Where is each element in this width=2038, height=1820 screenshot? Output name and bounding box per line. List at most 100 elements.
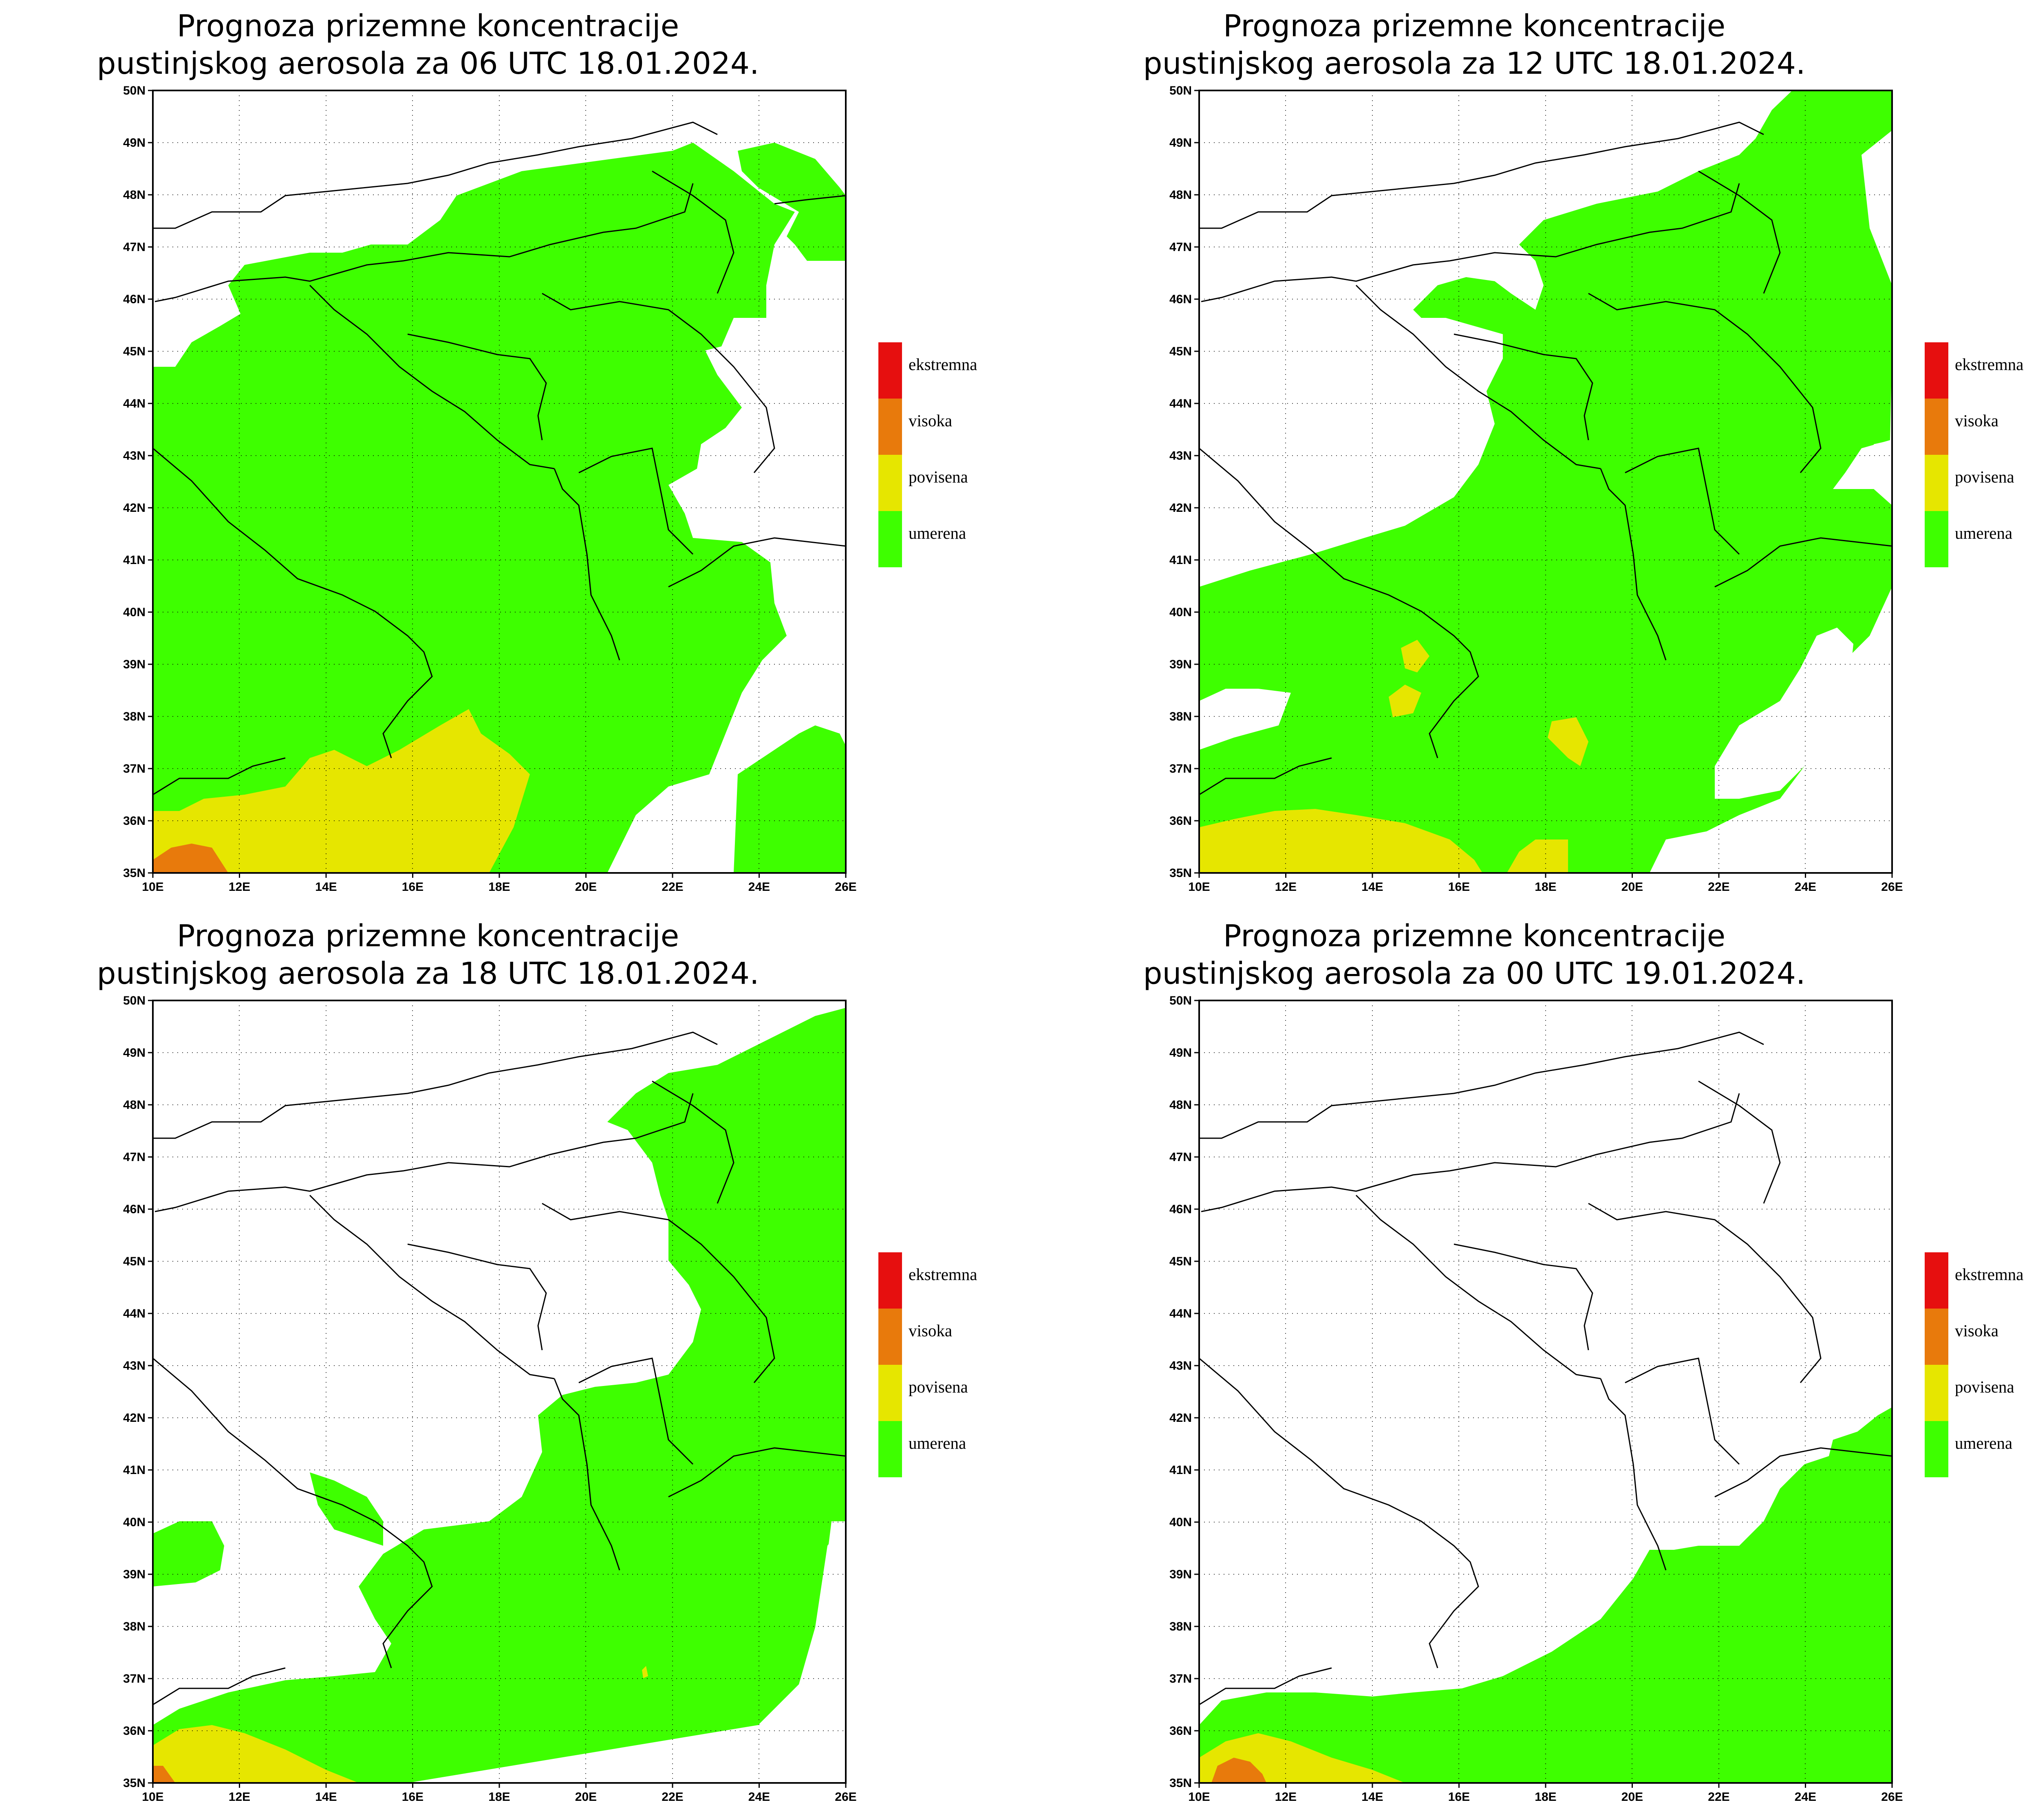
blank-area	[1715, 628, 1853, 799]
y-tick-label: 42N	[1169, 1411, 1192, 1425]
legend-label: ekstremna	[909, 1265, 977, 1284]
legend-swatch	[1925, 1421, 1948, 1477]
x-axis-ticks: 10E 12E 14E 16E 18E 20E 22E 24E 26E	[1188, 873, 1903, 894]
x-tick-label: 24E	[1795, 880, 1816, 894]
y-tick-label: 36N	[1169, 814, 1192, 828]
y-tick-label: 44N	[123, 397, 146, 410]
legend-label: povisena	[1955, 467, 2014, 486]
y-tick-label: 46N	[123, 293, 146, 306]
legend-label: umerena	[909, 1434, 966, 1452]
legend-label: visoka	[1955, 411, 1998, 430]
gridlines	[153, 90, 846, 873]
y-tick-label: 48N	[1169, 188, 1192, 202]
y-axis-ticks: 35N 36N 37N 38N 39N 40N 41N 42N 43N 44N 45N 46N 47N 4…	[1169, 994, 1199, 1790]
y-axis-ticks: 35N 36N 37N 38N 39N 40N 41N 42N 43N 44N 45N 46N 47N 4…	[1169, 84, 1199, 880]
country-borders	[153, 1031, 846, 1705]
y-tick-label: 45N	[1169, 1255, 1192, 1268]
x-axis-ticks: 10E 12E 14E 16E 18E 20E 22E 24E 26E	[1188, 1783, 1903, 1804]
country-borders	[153, 121, 846, 795]
x-tick-label: 22E	[662, 880, 683, 894]
y-tick-label: 41N	[123, 1463, 146, 1477]
legend: ekstremna visoka povisena umerena	[878, 342, 977, 567]
x-tick-label: 20E	[575, 1790, 597, 1804]
y-tick-label: 37N	[123, 1672, 146, 1686]
y-tick-label: 36N	[123, 1724, 146, 1738]
y-tick-label: 40N	[1169, 606, 1192, 619]
legend-label: povisena	[1955, 1377, 2014, 1396]
x-tick-label: 16E	[402, 1790, 423, 1804]
y-tick-label: 44N	[1169, 397, 1192, 410]
y-tick-label: 35N	[123, 1776, 146, 1790]
y-tick-label: 36N	[123, 814, 146, 828]
y-tick-label: 44N	[1169, 1307, 1192, 1320]
x-tick-label: 24E	[748, 1790, 770, 1804]
x-tick-label: 18E	[488, 1790, 510, 1804]
gridlines	[1199, 1000, 1892, 1783]
x-tick-label: 12E	[1275, 880, 1297, 894]
povisena-area	[642, 1666, 648, 1678]
y-tick-label: 44N	[123, 1307, 146, 1320]
x-tick-label: 18E	[488, 880, 510, 894]
gridlines	[153, 1000, 846, 1783]
povisena-area	[153, 709, 530, 873]
x-tick-label: 26E	[1881, 1790, 1903, 1804]
y-tick-label: 46N	[123, 1203, 146, 1216]
y-tick-label: 46N	[1169, 1203, 1192, 1216]
title-line-2: pustinjskog aerosola za 12 UTC 18.01.202…	[1143, 46, 1806, 81]
y-tick-label: 39N	[1169, 1568, 1192, 1581]
country-borders	[1199, 121, 1892, 795]
y-tick-label: 42N	[1169, 501, 1192, 515]
legend-swatch	[878, 1421, 902, 1477]
y-tick-label: 48N	[1169, 1098, 1192, 1112]
y-tick-label: 35N	[1169, 1776, 1192, 1790]
legend-swatch	[878, 1365, 902, 1421]
x-tick-label: 16E	[1448, 880, 1470, 894]
legend-swatch	[878, 342, 902, 399]
blank-area	[1199, 689, 1291, 750]
x-tick-label: 16E	[1448, 1790, 1470, 1804]
y-tick-label: 47N	[123, 240, 146, 254]
title-line-1: Prognoza prizemne koncentracije	[176, 919, 679, 954]
povisena-area	[1548, 717, 1588, 766]
legend-swatch	[1925, 399, 1948, 455]
y-tick-label: 43N	[123, 1359, 146, 1373]
y-tick-label: 41N	[123, 553, 146, 567]
legend-label: ekstremna	[1955, 1265, 2023, 1284]
title-line-2: pustinjskog aerosola za 00 UTC 19.01.202…	[1143, 956, 1806, 991]
visoka-area	[153, 844, 228, 873]
y-tick-label: 40N	[123, 1516, 146, 1529]
legend-swatch	[878, 399, 902, 455]
legend-label: visoka	[1955, 1321, 1998, 1340]
y-tick-label: 37N	[1169, 762, 1192, 776]
x-tick-label: 10E	[1188, 1790, 1210, 1804]
legend-label: povisena	[909, 1377, 968, 1396]
country-borders	[1199, 1031, 1892, 1705]
title-line-1: Prognoza prizemne koncentracije	[1223, 919, 1726, 954]
legend-swatch	[1925, 1365, 1948, 1421]
legend-swatch	[1925, 342, 1948, 399]
y-axis-ticks: 35N 36N 37N 38N 39N 40N 41N 42N 43N 44N 45N 46N 47N 4…	[123, 84, 153, 880]
legend-label: umerena	[1955, 524, 2012, 542]
y-tick-label: 47N	[123, 1150, 146, 1164]
y-tick-label: 35N	[123, 866, 146, 880]
x-tick-label: 24E	[1795, 1790, 1816, 1804]
y-tick-label: 39N	[1169, 658, 1192, 671]
panel-title: Prognoza prizemne koncentracije pustinjs…	[0, 7, 856, 82]
map-panel-12utc: Prognoza prizemne koncentracije pustinjs…	[1046, 0, 2038, 910]
y-tick-label: 49N	[123, 136, 146, 150]
y-tick-label: 48N	[123, 188, 146, 202]
x-tick-label: 22E	[1708, 1790, 1729, 1804]
y-tick-label: 40N	[123, 606, 146, 619]
x-tick-label: 10E	[142, 1790, 163, 1804]
legend-swatch	[1925, 455, 1948, 511]
y-tick-label: 49N	[123, 1046, 146, 1060]
x-tick-label: 22E	[662, 1790, 683, 1804]
visoka-area	[153, 1766, 175, 1783]
x-tick-label: 20E	[1621, 880, 1643, 894]
y-tick-label: 38N	[1169, 1620, 1192, 1633]
blank-area	[1874, 440, 1892, 477]
map-panel-06utc: Prognoza prizemne koncentracije pustinjs…	[0, 0, 1046, 910]
x-tick-label: 26E	[835, 880, 856, 894]
y-axis-ticks: 35N 36N 37N 38N 39N 40N 41N 42N 43N 44N 45N 46N 47N 4…	[123, 994, 153, 1790]
legend-label: visoka	[909, 411, 952, 430]
